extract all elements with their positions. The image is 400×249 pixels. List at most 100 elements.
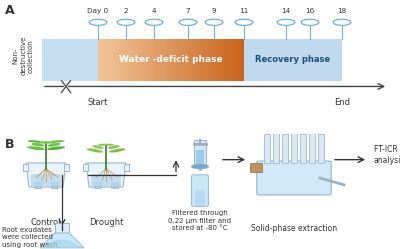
Circle shape bbox=[235, 19, 253, 25]
Bar bbox=[114, 39, 116, 81]
Text: Root exudates
were collected
using root wash: Root exudates were collected using root … bbox=[2, 227, 58, 248]
Bar bbox=[64, 164, 69, 171]
Bar bbox=[113, 39, 114, 81]
Ellipse shape bbox=[48, 143, 60, 147]
Circle shape bbox=[89, 19, 107, 25]
Bar bbox=[213, 39, 215, 81]
Text: FT-ICR MS
analysis: FT-ICR MS analysis bbox=[374, 145, 400, 165]
Ellipse shape bbox=[32, 143, 44, 147]
Bar bbox=[211, 39, 213, 81]
Bar bbox=[200, 39, 202, 81]
Bar bbox=[105, 39, 107, 81]
Bar bbox=[300, 134, 306, 163]
FancyBboxPatch shape bbox=[195, 190, 205, 205]
Bar bbox=[198, 39, 200, 81]
Polygon shape bbox=[43, 240, 81, 247]
Bar bbox=[224, 39, 226, 81]
Bar bbox=[131, 39, 133, 81]
Text: 2: 2 bbox=[124, 8, 128, 14]
Bar bbox=[175, 39, 176, 81]
Ellipse shape bbox=[37, 141, 55, 144]
Bar bbox=[111, 182, 118, 188]
Bar bbox=[176, 39, 178, 81]
Circle shape bbox=[179, 19, 197, 25]
Bar bbox=[235, 39, 237, 81]
Bar bbox=[118, 39, 120, 81]
Bar bbox=[218, 39, 220, 81]
Bar bbox=[127, 39, 129, 81]
Bar bbox=[220, 39, 222, 81]
Bar bbox=[124, 164, 129, 171]
Bar bbox=[195, 39, 196, 81]
Bar bbox=[182, 39, 184, 81]
Bar bbox=[140, 39, 142, 81]
Bar bbox=[162, 39, 164, 81]
Bar bbox=[173, 39, 175, 81]
Bar bbox=[129, 39, 131, 81]
Bar bbox=[116, 39, 118, 81]
Bar bbox=[180, 39, 182, 81]
Bar bbox=[226, 39, 228, 81]
Ellipse shape bbox=[47, 146, 65, 150]
Ellipse shape bbox=[108, 145, 120, 149]
Bar bbox=[189, 39, 191, 81]
Ellipse shape bbox=[109, 148, 125, 153]
Text: 18: 18 bbox=[337, 8, 347, 14]
FancyBboxPatch shape bbox=[192, 175, 208, 206]
Bar bbox=[184, 39, 186, 81]
Bar bbox=[134, 39, 136, 81]
Bar bbox=[291, 131, 297, 163]
Bar bbox=[124, 39, 125, 81]
Bar bbox=[233, 39, 235, 81]
Bar bbox=[151, 39, 153, 81]
Ellipse shape bbox=[27, 146, 45, 150]
Text: Filtered through
0.22 μm filter and
stored at -80 °C: Filtered through 0.22 μm filter and stor… bbox=[168, 210, 232, 231]
Text: Control: Control bbox=[31, 218, 61, 227]
Bar bbox=[160, 39, 162, 81]
Circle shape bbox=[301, 19, 319, 25]
Bar bbox=[149, 39, 151, 81]
Text: 16: 16 bbox=[305, 8, 315, 14]
Bar bbox=[169, 39, 171, 81]
Bar bbox=[109, 39, 111, 81]
Bar bbox=[55, 223, 69, 233]
Bar bbox=[125, 39, 127, 81]
Text: Start: Start bbox=[88, 98, 108, 107]
Bar bbox=[188, 39, 189, 81]
Bar bbox=[42, 39, 98, 81]
Bar bbox=[138, 39, 140, 81]
Text: End: End bbox=[334, 98, 350, 107]
Bar bbox=[120, 39, 122, 81]
Bar bbox=[282, 134, 288, 163]
Bar bbox=[238, 39, 240, 81]
Bar bbox=[209, 39, 211, 81]
Bar bbox=[111, 39, 113, 81]
Bar bbox=[222, 39, 224, 81]
Bar bbox=[193, 39, 195, 81]
Bar bbox=[196, 150, 204, 164]
Ellipse shape bbox=[92, 145, 104, 149]
Bar bbox=[191, 39, 193, 81]
Bar bbox=[273, 131, 279, 163]
Bar bbox=[250, 163, 262, 172]
Bar bbox=[208, 39, 209, 81]
Ellipse shape bbox=[98, 144, 114, 146]
Circle shape bbox=[191, 164, 209, 169]
Polygon shape bbox=[31, 174, 61, 186]
Bar bbox=[147, 39, 149, 81]
Bar bbox=[98, 39, 100, 81]
Bar bbox=[186, 39, 188, 81]
Bar bbox=[215, 39, 217, 81]
Bar bbox=[206, 39, 208, 81]
Bar bbox=[231, 39, 233, 81]
Text: Drought: Drought bbox=[89, 218, 123, 227]
Bar bbox=[146, 39, 147, 81]
Circle shape bbox=[205, 19, 223, 25]
Bar bbox=[122, 39, 124, 81]
Bar bbox=[102, 39, 104, 81]
Bar bbox=[230, 39, 231, 81]
Bar bbox=[100, 39, 102, 81]
Bar bbox=[107, 39, 109, 81]
Bar bbox=[136, 39, 138, 81]
Bar bbox=[178, 39, 180, 81]
